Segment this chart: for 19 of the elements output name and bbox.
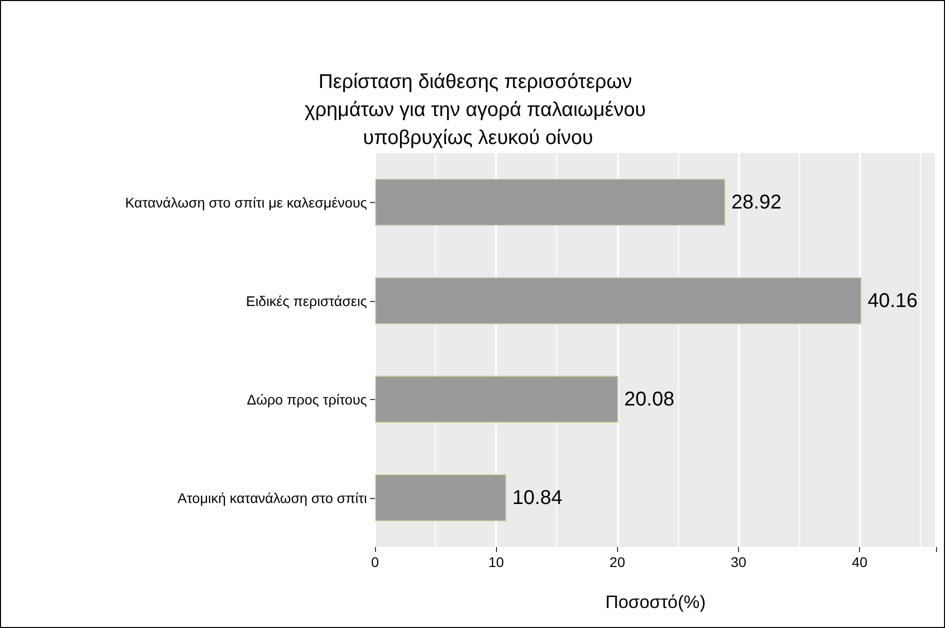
y-tick-label: Ατομική κατανάλωση στο σπίτι xyxy=(178,490,367,506)
bar xyxy=(375,178,726,226)
x-tick-label: 0 xyxy=(371,554,380,570)
bar xyxy=(375,474,506,522)
bar xyxy=(375,277,862,324)
x-tick-label: 30 xyxy=(730,554,746,570)
x-tick-label: 20 xyxy=(610,554,626,570)
x-tick-label: 10 xyxy=(488,554,504,570)
y-tick-label: Δώρο προς τρίτους xyxy=(246,391,368,408)
data-label: 10.84 xyxy=(512,486,562,509)
y-tick-label: Ειδικές περιστάσεις xyxy=(246,292,368,309)
y-tick-label: Κατανάλωση στο σπίτι με καλεσμένους xyxy=(125,194,368,210)
data-label: 20.08 xyxy=(624,388,674,410)
x-axis-title: Ποσοστό(%) xyxy=(605,592,706,612)
x-tick-label: 40 xyxy=(852,554,868,570)
data-label: 28.92 xyxy=(731,191,782,214)
data-label: 40.16 xyxy=(868,290,918,312)
chart-title: Περίσταση διάθεσης περισσότερων χρημάτων για την αγορά παλαιωμένου υποβρυχίως λευκού οίνου xyxy=(304,71,652,149)
bar xyxy=(375,376,618,423)
